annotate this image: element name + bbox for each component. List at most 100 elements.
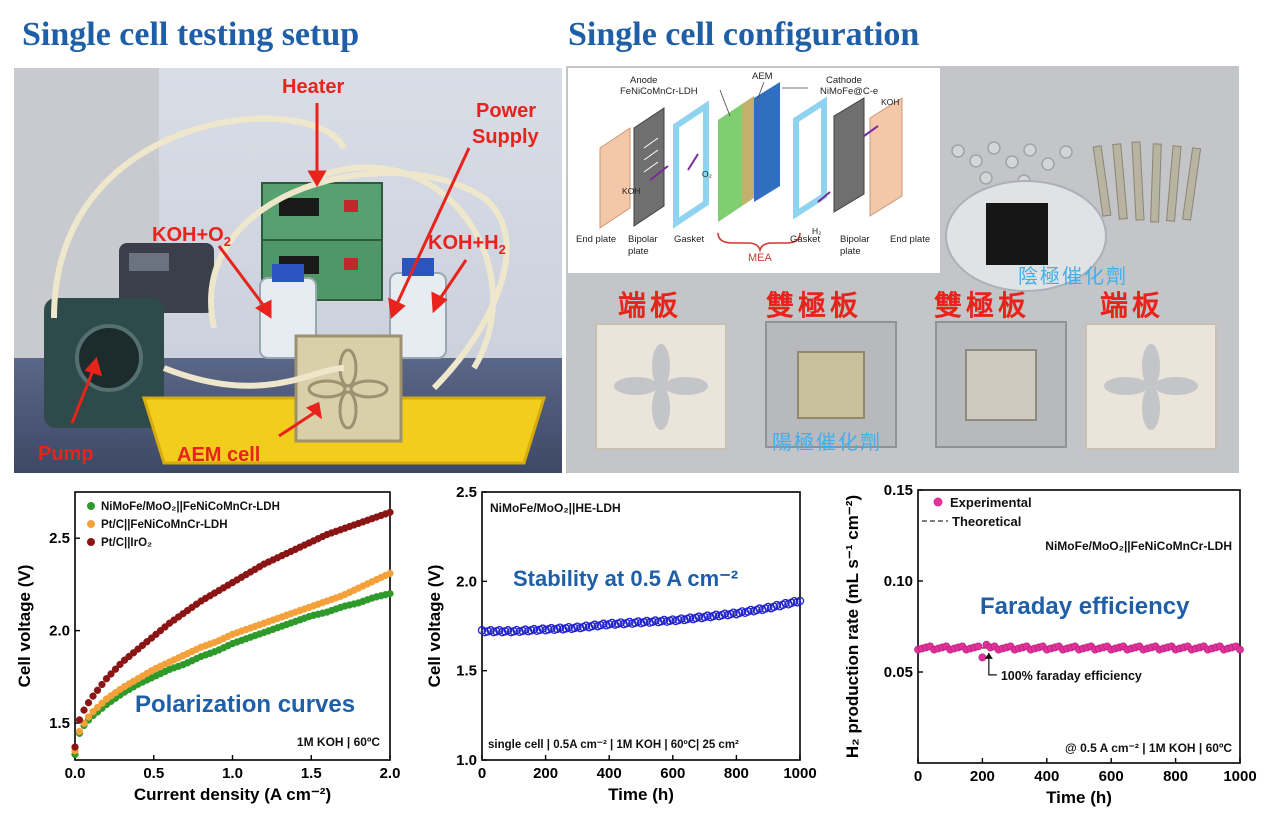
x-tick-label: 400 <box>1034 768 1059 785</box>
cell-schematic-diagram: Anode FeNiCoMnCr-LDH AEM Cathode NiMoFe@… <box>568 68 940 273</box>
series-3-point <box>75 716 84 724</box>
y-tick-label: 2.5 <box>456 484 477 501</box>
series-1-point <box>386 590 394 598</box>
x-tick-label: 0.0 <box>65 765 86 782</box>
x-tick-label: 200 <box>533 765 558 782</box>
series-3-point <box>386 508 394 516</box>
cell-components-photo: Anode FeNiCoMnCr-LDH AEM Cathode NiMoFe@… <box>566 66 1239 473</box>
bipolar-right-cjk-label: 雙極板 <box>934 289 1031 322</box>
series-2-point <box>93 703 102 712</box>
x-tick-label: 0.5 <box>143 765 164 782</box>
series-2-point <box>98 699 106 707</box>
plot-frame <box>917 489 1241 764</box>
experimental-point <box>974 642 983 651</box>
cathode-label: Cathode <box>826 75 862 86</box>
series-3-point <box>107 670 115 678</box>
koh-o2-text: KOH+O <box>152 224 224 246</box>
series-3-point <box>102 675 111 683</box>
anode-label: Anode <box>630 75 658 86</box>
series-3-point <box>71 743 79 751</box>
mea-label: MEA <box>748 252 772 264</box>
legend-label-experimental: Experimental <box>950 495 1032 510</box>
y-axis-label: Cell voltage (V) <box>15 565 34 688</box>
right-section-title: Single cell configuration <box>568 16 920 53</box>
cathode-catalyst-label: 陰極催化劑 <box>1018 264 1128 288</box>
gasket-right-label: Gasket <box>790 234 821 245</box>
x-tick-label: 1.5 <box>301 765 322 782</box>
koh-h2-subscript: 2 <box>498 242 506 257</box>
x-tick-label: 600 <box>660 765 685 782</box>
bipolar-left-cjk-label: 雙極板 <box>766 289 863 322</box>
experimental-point <box>978 653 987 662</box>
legend-marker-2 <box>87 520 95 528</box>
bipolar-left-label-line2: plate <box>628 246 649 257</box>
series-3-point <box>89 692 97 700</box>
aem-cell-label: AEM cell <box>177 444 261 466</box>
left-section-title: Single cell testing setup <box>22 16 360 53</box>
x-tick-label: 200 <box>970 768 995 785</box>
koh-o2-label: KOH+O2 <box>152 224 231 249</box>
koh-inlet-right-label: KOH <box>881 97 900 107</box>
series-2-point <box>89 708 97 716</box>
legend-marker-3 <box>87 538 95 546</box>
series-2-point <box>75 727 84 736</box>
x-axis-label: Time (h) <box>608 785 674 804</box>
end-plate-right-label: End plate <box>890 234 931 245</box>
legend-label-theoretical: Theoretical <box>952 514 1021 529</box>
chart-annotation: 1M KOH | 60ºC <box>297 735 380 749</box>
series-2-point <box>386 569 394 577</box>
cathode-material-label: NiMoFe@C-e <box>820 86 879 97</box>
setup-photo-illustration <box>14 68 562 473</box>
bipolar-right-label-line1: Bipolar <box>840 234 870 245</box>
x-tick-label: 800 <box>724 765 749 782</box>
pump-label: Pump <box>38 443 94 465</box>
x-axis-label: Current density (A cm⁻²) <box>134 785 331 804</box>
end-plate-right-cjk-label: 端板 <box>1100 289 1165 322</box>
x-tick-label: 0 <box>478 765 486 782</box>
legend-marker-1 <box>87 502 95 510</box>
anode-catalyst-label: 陽極催化劑 <box>772 430 882 454</box>
x-tick-label: 1000 <box>1223 768 1256 785</box>
y-tick-label: 2.0 <box>456 573 477 590</box>
testing-setup-photo: Heater Power Supply KOH+O2 KOH+H2 Pump A… <box>14 68 562 473</box>
y-tick-label: 2.0 <box>49 623 70 640</box>
gasket-left-label: Gasket <box>674 234 705 245</box>
y-tick-label: 2.5 <box>49 530 70 547</box>
h2-outlet-label: H₂ <box>812 226 822 236</box>
power-supply-label-line2: Supply <box>472 126 539 148</box>
koh-h2-text: KOH+H <box>428 232 499 254</box>
pointer-label: 100% faraday efficiency <box>1001 669 1142 683</box>
y-tick-label: 0.15 <box>884 482 913 499</box>
x-tick-label: 0 <box>914 768 922 785</box>
o2-outlet-label: O₂ <box>702 169 712 179</box>
x-tick-label: 400 <box>597 765 622 782</box>
chart-annotation: single cell | 0.5A cm⁻² | 1M KOH | 60ºC|… <box>488 739 739 751</box>
stability-chart-svg: 0 200 400 600 800 1000 1.0 1.5 2.0 2.5 Time (h) Cel… <box>425 484 817 804</box>
y-axis-label: Cell voltage (V) <box>425 565 444 688</box>
chart-top-label: NiMoFe/MoO₂||HE-LDH <box>490 501 621 515</box>
chart-title: Polarization curves <box>135 691 355 718</box>
x-tick-label: 2.0 <box>380 765 401 782</box>
series-3-point <box>116 660 124 669</box>
chart-annotation: @ 0.5 A cm⁻² | 1M KOH | 60ºC <box>1065 741 1232 755</box>
polarization-chart: 0.0 0.5 1.0 1.5 2.0 1.5 2.0 2.5 Current density … <box>0 478 420 823</box>
legend-label-3: Pt/C||IrO₂ <box>101 537 152 549</box>
stability-chart: 0 200 400 600 800 1000 1.0 1.5 2.0 2.5 Time (h) Cel… <box>420 478 840 823</box>
end-plate-left-cjk-label: 端板 <box>618 289 683 322</box>
x-tick-label: 1000 <box>783 765 816 782</box>
chart-title: Faraday efficiency <box>980 593 1190 620</box>
end-plate-left-label: End plate <box>576 234 617 245</box>
legend-marker-experimental <box>933 497 943 507</box>
faraday-chart: 0 200 400 600 800 1000 0.05 0.10 0.15 Time (h) H₂ … <box>840 478 1269 823</box>
koh-h2-label: KOH+H2 <box>428 232 506 257</box>
heater-label: Heater <box>282 76 345 98</box>
power-supply-label-line1: Power <box>476 100 537 122</box>
plot-frame <box>481 491 801 761</box>
chart-top-label: NiMoFe/MoO₂||FeNiCoMnCr-LDH <box>1045 539 1232 553</box>
x-tick-label: 600 <box>1099 768 1124 785</box>
y-tick-label: 1.5 <box>456 663 477 680</box>
series-3-point <box>84 699 93 707</box>
y-tick-label: 0.10 <box>884 573 913 590</box>
polarization-chart-svg: 0.0 0.5 1.0 1.5 2.0 1.5 2.0 2.5 Current density … <box>15 491 401 804</box>
x-tick-label: 1.0 <box>222 765 243 782</box>
